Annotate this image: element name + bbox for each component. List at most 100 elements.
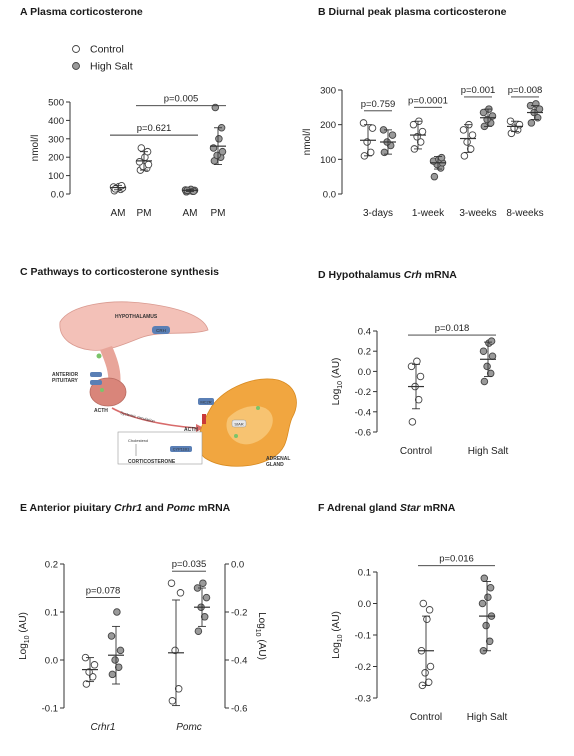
data-point	[174, 685, 183, 693]
p-value-label: p=0.008	[508, 85, 543, 96]
anterior-pituitary-label: ANTERIOR PITUITARY	[52, 372, 80, 384]
data-point	[218, 147, 227, 156]
data-point	[419, 599, 428, 608]
data-point	[108, 670, 117, 679]
y-tick-label: 400	[48, 116, 64, 127]
y-tick-label: 100	[320, 155, 336, 166]
y-label-sub: 10	[337, 634, 344, 642]
acth-right-label: ACTH	[184, 427, 198, 433]
y-tick-label: -0.4	[355, 407, 371, 418]
blue-receptor-1	[90, 372, 102, 377]
title-part-1: Crh	[404, 269, 422, 281]
panel-d-title: D Hypothalamus Crh mRNA	[318, 269, 457, 281]
y-right-tick-label: 0.0	[231, 560, 244, 571]
data-point	[478, 599, 487, 608]
data-point	[202, 593, 211, 602]
data-point	[368, 124, 377, 132]
data-point	[430, 172, 439, 181]
panel-a-title: A Plasma corticosterone	[20, 6, 143, 18]
data-point	[199, 579, 207, 587]
y-tick-label: 300	[320, 86, 336, 97]
adrenal-gland-line-2: GLAND	[266, 462, 284, 468]
x-category-label: AM	[183, 208, 198, 219]
y-label-base: Log	[256, 612, 267, 629]
data-point	[468, 131, 477, 139]
data-point	[107, 632, 116, 640]
panel-d-hypothalamus-crh: D Hypothalamus Crh mRNA -0.6 -0.4 -0.2 0.0 0.…	[318, 269, 509, 457]
y-tick-label: -0.1	[42, 704, 58, 715]
y-tick-label: 0.1	[358, 568, 371, 579]
y-tick-label: -0.6	[355, 428, 371, 439]
data-point	[215, 135, 223, 143]
crh-label: CRH	[156, 328, 166, 333]
panel-c-title: C Pathways to corticosterone synthesis	[20, 266, 219, 278]
data-point	[437, 153, 446, 162]
blue-receptor-2	[90, 380, 102, 385]
panel-c-pathways-diagram: C Pathways to corticosterone synthesis C…	[20, 266, 297, 468]
x-category-label: High Salt	[468, 446, 509, 457]
data-point	[460, 152, 469, 160]
title-part-4: mRNA	[195, 502, 230, 514]
cyp11b1-badge	[170, 446, 192, 452]
data-point	[479, 347, 488, 355]
anterior-pituitary-line-1: ANTERIOR	[52, 372, 79, 378]
y-axis-label: Log10 (AU)	[18, 612, 31, 660]
data-point	[211, 103, 220, 112]
p-value-label: p=0.759	[361, 99, 396, 110]
y-tick-label: 100	[48, 171, 64, 182]
y-label-sub: 10	[337, 381, 344, 389]
adrenal-medulla	[226, 406, 273, 445]
panel-f-title: F Adrenal gland Star mRNA	[318, 502, 456, 514]
data-point	[483, 362, 491, 371]
title-part-1: Star	[400, 502, 421, 514]
x-category-label: Control	[410, 712, 442, 723]
title-part-3: Pomc	[167, 502, 196, 514]
y-axis-right-label: Log10 (AU)	[254, 612, 267, 660]
y-tick-label: 0.0	[323, 190, 336, 201]
y-label-rest: (AU)	[256, 637, 267, 660]
x-category-label: PM	[211, 208, 226, 219]
data-point	[176, 589, 185, 597]
anterior-pituitary-line-2: PITUITARY	[52, 378, 78, 384]
y-tick-label: 0.0	[45, 656, 58, 667]
data-point	[167, 579, 176, 587]
y-tick-label: 0.1	[45, 608, 58, 619]
y-axis-label: Log10 (AU)	[331, 611, 344, 659]
title-part-2: and	[142, 502, 167, 514]
panel-b-diurnal-peak: B Diurnal peak plasma corticosterone 0.0 1…	[302, 6, 544, 219]
data-point	[421, 669, 429, 677]
p-value-label: p=0.078	[86, 586, 121, 597]
x-category-label: 1-week	[412, 208, 445, 219]
y-label-base: Log	[331, 389, 342, 406]
data-point	[200, 613, 209, 621]
x-category-label: 3-days	[363, 208, 393, 219]
y-label-rest: (AU)	[18, 612, 29, 635]
data-point	[414, 395, 423, 404]
x-category-label: Control	[400, 446, 432, 457]
y-tick-label: -0.3	[355, 694, 371, 705]
panel-b-title: B Diurnal peak plasma corticosterone	[318, 6, 507, 18]
title-part-2: mRNA	[422, 269, 457, 281]
panel-f-adrenal-star: F Adrenal gland Star mRNA -0.3 -0.2 -0.1 0.0…	[318, 502, 508, 723]
data-point	[463, 138, 471, 146]
data-point	[116, 646, 125, 655]
green-marker-3	[256, 406, 260, 410]
hypothalamus-shape	[59, 301, 209, 351]
title-part-0: E Anterior piuitary	[20, 502, 114, 514]
data-point	[114, 663, 123, 671]
data-point	[426, 662, 435, 671]
data-point	[413, 357, 421, 366]
data-point	[388, 131, 397, 139]
y-label-sub: 10	[24, 635, 31, 643]
acth-left-label: ACTH	[94, 408, 108, 414]
legend-marker	[72, 45, 80, 53]
data-point	[487, 337, 496, 345]
data-point	[480, 574, 489, 583]
p-value-label: p=0.621	[137, 123, 172, 134]
y-tick-label: 0.4	[358, 327, 371, 338]
data-point	[484, 593, 492, 601]
x-category-label: 3-weeks	[459, 208, 496, 219]
data-point	[194, 627, 203, 635]
y-axis-label: nmol/l	[302, 129, 313, 156]
